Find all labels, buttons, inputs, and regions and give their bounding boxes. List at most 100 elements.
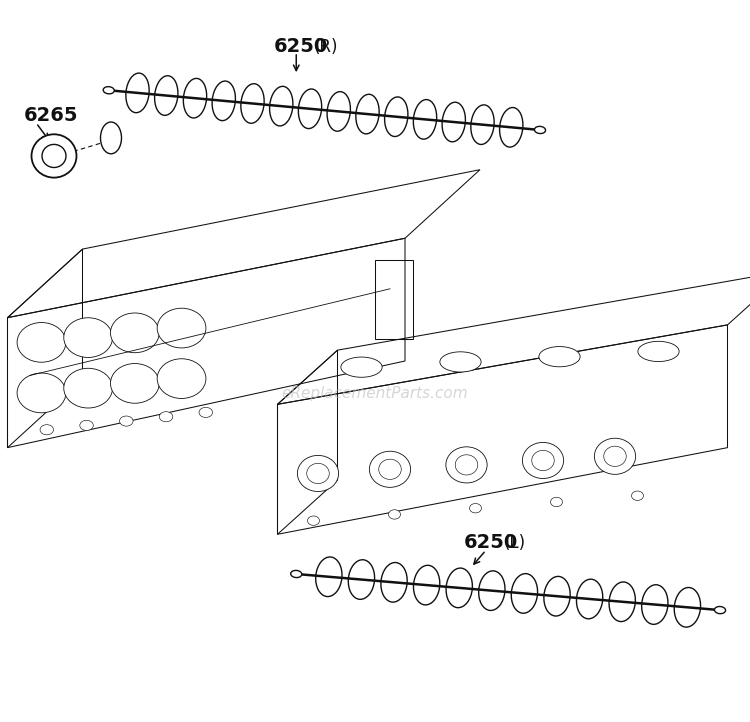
Ellipse shape [386,570,403,595]
Ellipse shape [544,576,570,616]
Ellipse shape [248,97,256,110]
Ellipse shape [110,313,159,353]
Ellipse shape [581,586,598,612]
Ellipse shape [308,516,320,526]
Ellipse shape [360,101,375,127]
Ellipse shape [440,352,482,372]
Ellipse shape [483,578,500,604]
Ellipse shape [413,100,436,139]
Ellipse shape [488,583,496,598]
Text: 6265: 6265 [24,106,79,125]
Ellipse shape [353,567,370,593]
Ellipse shape [245,91,260,116]
Ellipse shape [638,342,680,362]
Ellipse shape [80,420,93,430]
Ellipse shape [538,347,580,367]
Ellipse shape [17,373,66,413]
Ellipse shape [679,594,696,620]
Ellipse shape [507,121,515,134]
Ellipse shape [212,81,236,121]
Ellipse shape [471,105,494,144]
Ellipse shape [388,510,400,519]
Ellipse shape [604,446,626,466]
Ellipse shape [478,118,487,131]
Ellipse shape [357,573,366,586]
Text: (R): (R) [314,38,338,56]
Ellipse shape [577,579,603,619]
Ellipse shape [191,91,199,105]
Ellipse shape [159,412,172,422]
Ellipse shape [110,364,159,404]
Ellipse shape [381,562,407,602]
Ellipse shape [455,455,478,475]
Ellipse shape [535,126,545,134]
Ellipse shape [119,416,133,426]
Ellipse shape [334,105,343,118]
Ellipse shape [614,589,631,614]
Ellipse shape [553,589,562,603]
Ellipse shape [306,102,314,116]
Ellipse shape [715,606,725,614]
Ellipse shape [216,88,231,113]
Ellipse shape [522,443,564,479]
Ellipse shape [446,109,461,135]
Ellipse shape [470,503,482,513]
Ellipse shape [418,573,435,598]
Ellipse shape [609,582,635,622]
Ellipse shape [389,575,399,589]
Ellipse shape [478,571,505,611]
Ellipse shape [388,104,404,129]
Ellipse shape [332,99,346,124]
Ellipse shape [585,592,594,606]
Ellipse shape [454,581,464,595]
Ellipse shape [17,323,66,362]
Ellipse shape [104,87,114,94]
Ellipse shape [500,108,523,147]
Ellipse shape [134,86,142,100]
Ellipse shape [100,122,122,154]
Ellipse shape [356,95,380,134]
Ellipse shape [512,573,538,613]
Ellipse shape [379,459,401,479]
Ellipse shape [674,588,700,627]
Text: 6250: 6250 [464,534,518,552]
Ellipse shape [532,451,554,471]
Ellipse shape [269,87,293,126]
Ellipse shape [442,103,466,142]
Text: (L): (L) [503,534,525,552]
Ellipse shape [520,586,529,601]
Ellipse shape [274,93,289,119]
Ellipse shape [320,564,338,590]
Ellipse shape [302,96,317,121]
Ellipse shape [162,89,170,103]
Ellipse shape [421,113,429,126]
Ellipse shape [340,357,382,378]
Ellipse shape [475,112,490,137]
Text: 6250: 6250 [274,38,328,56]
Ellipse shape [220,94,228,108]
Ellipse shape [130,80,145,105]
Ellipse shape [594,438,635,474]
Ellipse shape [450,115,458,129]
Ellipse shape [632,491,644,500]
Ellipse shape [241,84,264,123]
Ellipse shape [446,447,488,483]
Ellipse shape [297,456,339,492]
Ellipse shape [369,451,411,487]
Ellipse shape [324,570,334,583]
Ellipse shape [642,585,668,625]
Ellipse shape [199,407,212,417]
Ellipse shape [64,368,112,408]
Ellipse shape [188,85,202,111]
Ellipse shape [385,97,408,136]
Ellipse shape [548,583,566,609]
Ellipse shape [291,570,302,578]
Ellipse shape [418,107,433,132]
Ellipse shape [682,601,692,614]
Ellipse shape [422,578,431,592]
Ellipse shape [159,83,174,108]
Ellipse shape [413,565,440,605]
Ellipse shape [154,76,178,116]
Ellipse shape [364,107,371,121]
Ellipse shape [307,464,329,484]
